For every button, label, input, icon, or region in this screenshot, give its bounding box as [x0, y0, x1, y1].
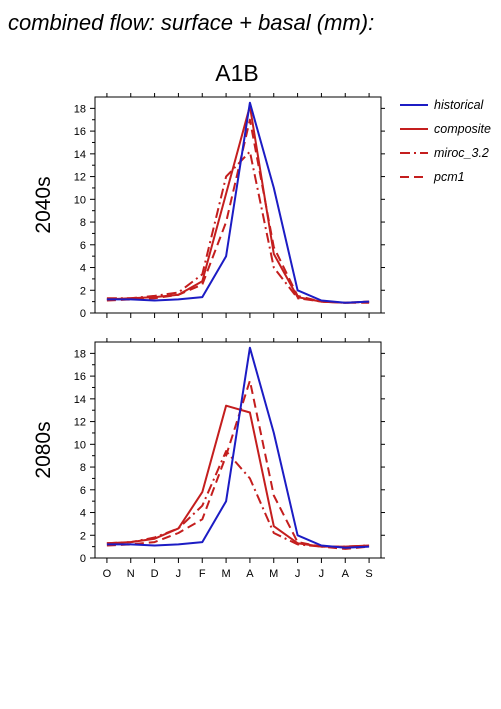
x-tick-label: N [127, 568, 135, 580]
scenario-title: A1B [215, 60, 258, 86]
y-tick-label: 10 [74, 439, 86, 451]
row-label: 2080s [32, 421, 55, 478]
series-line-historical [106, 346, 370, 549]
plot-frame [94, 96, 382, 314]
y-tick-label: 0 [80, 553, 86, 565]
x-tick-label: M [221, 568, 230, 580]
y-tick-label: 18 [74, 348, 86, 360]
legend-label: composite [434, 122, 491, 136]
legend-label: historical [434, 98, 485, 112]
series-line-miroc_3.2 [106, 450, 370, 548]
x-tick-label: S [365, 568, 372, 580]
series-line-historical [106, 101, 370, 304]
series-line-pcm1 [106, 379, 370, 550]
y-tick-label: 12 [74, 417, 86, 429]
x-tick-label: J [319, 568, 325, 580]
series-line-composite [106, 105, 370, 304]
y-tick-label: 16 [74, 371, 86, 383]
x-tick-label: A [246, 568, 254, 580]
y-tick-label: 14 [74, 394, 86, 406]
legend-label: miroc_3.2 [434, 146, 489, 160]
panel-2080s: 0 2 4 6 8 10 12 14 16 18 O N D J F M A M J J A S 2080s [32, 338, 385, 580]
x-tick-label: D [151, 568, 159, 580]
y-tick-label: 4 [80, 263, 86, 275]
y-tick-label: 6 [80, 240, 86, 252]
y-tick-label: 10 [74, 194, 86, 206]
panel-2040s: 0 2 4 6 8 10 12 14 16 18 2040s [32, 93, 385, 320]
y-tick-label: 8 [80, 462, 86, 474]
y-tick-label: 14 [74, 149, 86, 161]
x-tick-label: A [342, 568, 350, 580]
y-tick-label: 2 [80, 285, 86, 297]
figure-title: combined flow: surface + basal (mm): [8, 10, 374, 35]
y-tick-label: 4 [80, 508, 86, 520]
y-tick-label: 6 [80, 485, 86, 497]
y-tick-label: 16 [74, 126, 86, 138]
x-tick-label: O [103, 568, 112, 580]
x-tick-label: J [176, 568, 182, 580]
y-tick-label: 8 [80, 217, 86, 229]
x-tick-label: J [295, 568, 301, 580]
x-tick-label: M [269, 568, 278, 580]
y-tick-label: 18 [74, 103, 86, 115]
plot-frame [94, 341, 382, 559]
legend: historical composite miroc_3.2 pcm1 [400, 98, 491, 184]
y-tick-label: 0 [80, 308, 86, 320]
row-label: 2040s [32, 176, 55, 233]
legend-label: pcm1 [433, 170, 465, 184]
y-tick-label: 12 [74, 172, 86, 184]
x-tick-label: F [199, 568, 206, 580]
y-tick-label: 2 [80, 530, 86, 542]
